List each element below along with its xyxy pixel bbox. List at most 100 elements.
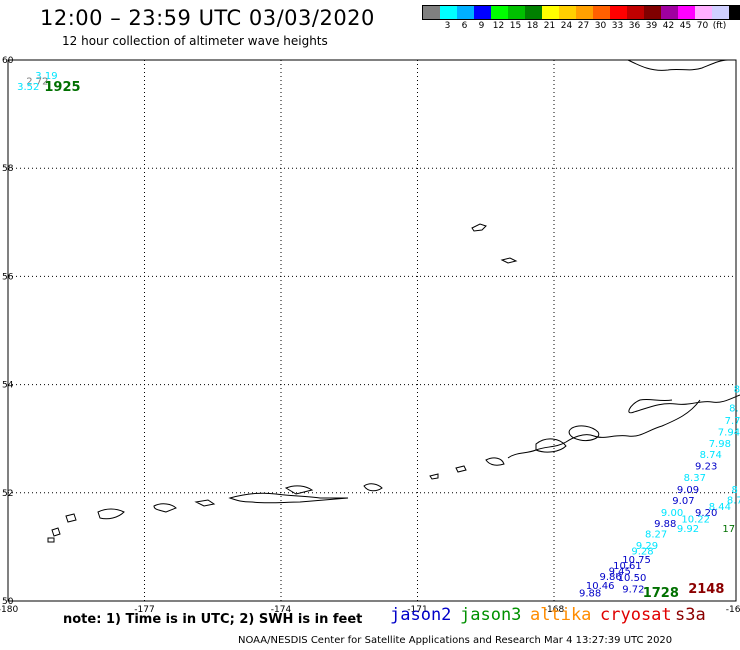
colorbar-swatch	[712, 6, 729, 19]
colorbar-swatch	[423, 6, 440, 19]
longitude-label: -180	[0, 605, 18, 615]
colorbar-label: 33	[611, 21, 624, 31]
wave-height-value: 3.52	[17, 82, 39, 93]
latitude-label: 56	[2, 272, 14, 282]
colorbar-label: 3	[444, 21, 451, 31]
near-islands	[47, 508, 125, 543]
wave-height-value: 10.46	[586, 581, 615, 592]
alaska-peninsula	[507, 394, 740, 459]
colorbar-swatch	[729, 6, 740, 19]
colorbar-label: 27	[577, 21, 590, 31]
wave-height-value: 9.28	[631, 546, 653, 557]
colorbar-label: (ft)	[712, 21, 727, 31]
wave-height-value: 7.98	[709, 439, 731, 450]
colorbar-swatch	[576, 6, 593, 19]
colorbar-label: 24	[560, 21, 573, 31]
islands-of-four-mountains	[429, 473, 439, 480]
colorbar-swatch	[491, 6, 508, 19]
colorbar-labels: 3 6 9 12 15 18 21 24 27 30 33 36 39 42 45 70 (ft)	[422, 21, 740, 33]
colorbar-swatch	[559, 6, 576, 19]
legend-cryosat: cryosat	[600, 605, 672, 625]
colorbar-swatch	[593, 6, 610, 19]
observations: 3.192.723.52 8 8.7.77.947.988.749.238.37 9.…	[17, 71, 740, 600]
wave-height-value: 9.29	[636, 541, 658, 552]
colorbar-label: 6	[461, 21, 468, 31]
map-title: 12:00 – 23:59 UTC 03/03/2020	[40, 6, 375, 30]
coastline-north	[627, 59, 729, 71]
wave-height-value: 9.23	[695, 462, 717, 473]
colorbar-label: 30	[594, 21, 607, 31]
wave-height-value: 9.88	[579, 589, 601, 600]
colorbar-label: 21	[543, 21, 556, 31]
footer-note: note: 1) Time is in UTC; 2) SWH is in fe…	[63, 612, 363, 627]
colorbar-swatch	[610, 6, 627, 19]
island-pribilof-1	[471, 223, 487, 232]
pass-time-label: 1728	[643, 586, 679, 601]
wave-height-value: 8	[734, 385, 740, 396]
colorbar-label: 18	[526, 21, 539, 31]
colorbar-swatch	[678, 6, 695, 19]
legend-jason2: jason2	[390, 605, 452, 625]
pass-time-label: 2148	[688, 582, 724, 597]
island-pribilof-2	[500, 257, 518, 264]
wave-height-value: 8.74	[700, 450, 722, 461]
pass-time-label: 1925	[44, 80, 80, 95]
colorbar-swatch	[644, 6, 661, 19]
wave-height-value: 9.86	[600, 572, 622, 583]
colorbar-swatch	[508, 6, 525, 19]
colorbar-label: 70	[696, 21, 709, 31]
wave-height-value: 10.61	[613, 561, 642, 572]
wave-height-value: 8.	[729, 404, 739, 415]
latitude-label: 60	[2, 56, 14, 66]
delarof-islands	[153, 499, 216, 513]
latitude-label: 58	[2, 164, 14, 174]
longitude-label: -174	[271, 605, 292, 615]
wave-height-value: 2.72	[26, 76, 48, 87]
wave-height-value: 9.07	[672, 496, 694, 507]
colorbar-swatch	[457, 6, 474, 19]
map-subtitle: 12 hour collection of altimeter wave hei…	[62, 34, 328, 48]
longitude-label: -171	[407, 605, 427, 615]
wave-height-value: 9.92	[677, 524, 699, 535]
longitude-label: -164	[726, 605, 740, 615]
wave-height-value: 8.7	[727, 496, 740, 507]
wave-height-value: 8	[731, 485, 737, 496]
andreanof-islands	[284, 483, 383, 495]
colorbar-swatch	[474, 6, 491, 19]
colorbar-swatch	[695, 6, 712, 19]
wave-height-value: 9.88	[654, 519, 676, 530]
wave-height-value: 3.19	[35, 71, 57, 82]
legend-altika: altika	[530, 605, 592, 625]
aleutian-coastline	[47, 59, 740, 543]
colorbar-label: 12	[492, 21, 505, 31]
wave-height-value: 9.45	[609, 566, 631, 577]
wave-height-value: 7.94	[718, 427, 740, 438]
wave-height-colorbar	[422, 5, 740, 20]
unalaska-island	[535, 438, 567, 453]
colorbar-label: 39	[645, 21, 658, 31]
latitude-label: 52	[2, 489, 13, 499]
wave-height-value: 8.37	[684, 473, 706, 484]
unimak-island	[568, 425, 600, 441]
wave-height-value: 8.44	[709, 502, 731, 513]
colorbar-swatch	[627, 6, 644, 19]
colorbar-label: 36	[628, 21, 641, 31]
latitude-label: 50	[2, 597, 14, 607]
colorbar-swatch	[542, 6, 559, 19]
legend-jason3: jason3	[460, 605, 522, 625]
colorbar-label: 45	[679, 21, 692, 31]
time-labels: 1925 1728 2148	[44, 80, 724, 601]
wave-height-value: 9.00	[661, 508, 683, 519]
wave-height-value: 17	[722, 524, 735, 535]
longitude-label: -168	[544, 605, 565, 615]
wave-height-value: 9.72	[622, 584, 644, 595]
colorbar-label: 15	[509, 21, 522, 31]
wave-height-value: 10.75	[622, 555, 651, 566]
map-frame	[7, 59, 737, 602]
wave-height-value: 7.7	[725, 416, 740, 427]
wave-height-value: 10.50	[618, 573, 647, 584]
colorbar-swatch	[525, 6, 542, 19]
rat-near-islands	[228, 492, 349, 504]
map-grid: -180 -177 -174 -171 -168 -164 60 58 56 54 52 50	[0, 56, 740, 615]
